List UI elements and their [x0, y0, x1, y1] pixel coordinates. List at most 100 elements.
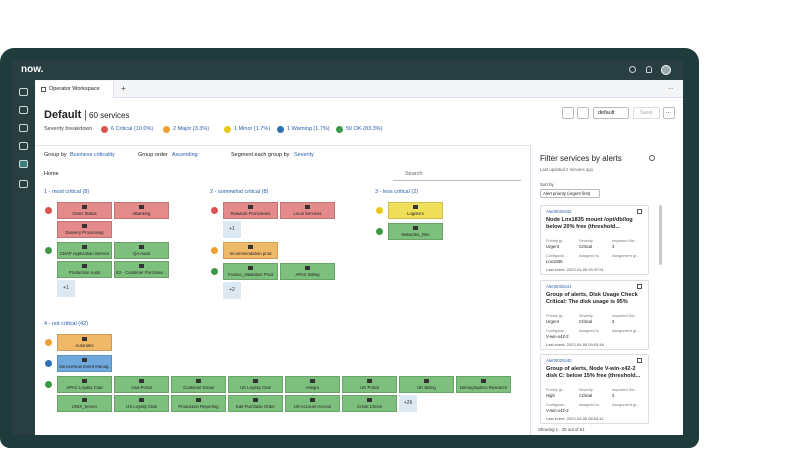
tile-label[interactable]: UK Loyalty Club [240, 386, 271, 390]
alert-card[interactable] [540, 280, 649, 350]
service-tile[interactable] [57, 376, 112, 393]
tile-label[interactable]: Production Reporting [178, 405, 219, 409]
filter-button[interactable] [577, 107, 589, 119]
service-tile[interactable] [114, 202, 169, 219]
group-label[interactable]: 4 - not critical (42) [44, 321, 89, 327]
more-tile[interactable] [57, 280, 75, 297]
sidebar-icon[interactable] [19, 124, 28, 132]
tile-label[interactable]: Networks_Dev [401, 233, 430, 237]
tile-label[interactable]: Production Audit [68, 271, 101, 275]
tile-label[interactable]: Invoice_Validation Prod [228, 273, 273, 277]
search-box[interactable] [393, 169, 521, 181]
more-button[interactable] [663, 107, 675, 119]
service-tile[interactable] [456, 376, 511, 393]
refresh-icon[interactable] [649, 155, 655, 161]
sidebar-icon[interactable] [19, 88, 28, 96]
service-tile[interactable] [57, 242, 112, 259]
service-tile[interactable] [285, 376, 340, 393]
save-label[interactable]: Save [640, 110, 653, 116]
service-tile[interactable] [399, 376, 454, 393]
tile-label[interactable]: QA Audit [133, 252, 150, 256]
service-tile[interactable] [223, 202, 278, 219]
service-tile[interactable] [57, 202, 112, 219]
service-tile[interactable] [388, 223, 443, 240]
open-icon[interactable] [637, 209, 642, 214]
service-tile[interactable] [223, 263, 278, 280]
filter-value[interactable]: Business criticality [70, 152, 115, 158]
tile-label[interactable]: Customer Email [183, 386, 214, 390]
tile-label[interactable]: Asia Portal [131, 386, 152, 390]
tab[interactable] [36, 81, 114, 98]
group-label[interactable]: 1 - most critical (8) [44, 189, 90, 195]
service-tile[interactable] [280, 263, 335, 280]
filter-value[interactable]: Ascending [172, 152, 198, 158]
tile-label[interactable]: US Account Access [293, 405, 332, 409]
alert-id[interactable]: Alert0020440 [546, 358, 572, 363]
more-label[interactable]: +1 [63, 285, 69, 291]
service-tile[interactable] [114, 395, 169, 412]
more-label[interactable]: +1 [229, 226, 235, 232]
view-select[interactable] [593, 107, 629, 119]
tile-label[interactable]: ServiceNow Event Manag... [59, 365, 110, 369]
service-tile[interactable] [285, 395, 340, 412]
service-tile[interactable] [57, 221, 112, 238]
tile-label[interactable]: Allegro [305, 386, 320, 390]
service-tile[interactable] [114, 376, 169, 393]
tile-label[interactable]: Delivery Processing [65, 231, 104, 235]
open-icon[interactable] [637, 358, 642, 363]
tile-label[interactable]: Autorules [75, 344, 94, 348]
save-button[interactable] [633, 107, 660, 119]
breadcrumb[interactable]: Home [44, 171, 59, 177]
avatar[interactable] [661, 65, 671, 75]
sidebar-icon[interactable] [19, 106, 28, 114]
more-label[interactable]: ... [666, 109, 672, 115]
sidebar-icon[interactable] [19, 142, 28, 150]
search-placeholder[interactable]: Search [405, 171, 423, 177]
service-tile[interactable] [171, 376, 226, 393]
tile-label[interactable]: Local Services [293, 212, 322, 216]
more-tile[interactable] [223, 282, 241, 299]
tile-label[interactable]: Credit Check [357, 405, 382, 409]
more-tile[interactable] [223, 221, 241, 238]
new-tab[interactable]: + [121, 84, 126, 93]
service-tile[interactable] [57, 395, 112, 412]
sidebar-icon[interactable] [19, 160, 28, 168]
group-label[interactable]: 3 - less critical (2) [375, 189, 419, 195]
settings-button[interactable] [562, 107, 574, 119]
alert-card[interactable] [540, 205, 649, 275]
severity-item[interactable]: 6 Critical (10.0%) [111, 126, 154, 132]
service-tile[interactable] [388, 202, 443, 219]
service-tile[interactable] [57, 261, 112, 278]
tile-label[interactable]: Rewards Promotions [230, 212, 271, 216]
service-tile[interactable] [171, 395, 226, 412]
tile-label[interactable]: Logistics [407, 212, 424, 216]
tile-label[interactable]: US Loyalty Club [126, 405, 157, 409]
severity-item[interactable]: 1 Minor (1.7%) [234, 126, 271, 132]
more-tile[interactable] [399, 395, 417, 412]
more-label[interactable]: +26 [403, 400, 413, 406]
sort-value[interactable]: Alert priority (urgent first) [543, 190, 591, 196]
tile-label[interactable]: APAC Loyalty Club [66, 386, 103, 390]
tab-more[interactable]: ... [668, 85, 674, 91]
tile-label[interactable]: UNIX_Server [71, 405, 98, 409]
severity-item[interactable]: 50 OK (83.3%) [346, 126, 383, 132]
view-select-label[interactable]: default [598, 110, 615, 116]
tile-label[interactable]: UK Billing [417, 386, 436, 390]
tile-label[interactable]: APAC Billing [295, 273, 320, 277]
tile-label[interactable]: E2 - Customer Purchase ... [116, 271, 167, 275]
open-icon[interactable] [637, 284, 642, 289]
filter-value[interactable]: Severity [294, 152, 314, 158]
tile-label[interactable]: CDAP Application Service [59, 252, 110, 256]
tile-label[interactable]: Demographics Research [459, 386, 508, 390]
tile-label[interactable]: Order Status [72, 212, 97, 216]
service-tile[interactable] [114, 242, 169, 259]
service-tile[interactable] [57, 334, 112, 351]
severity-item[interactable]: 1 Warning (1.7%) [287, 126, 330, 132]
bell-icon[interactable] [646, 66, 652, 73]
service-tile[interactable] [228, 395, 283, 412]
service-tile[interactable] [280, 202, 335, 219]
service-tile[interactable] [57, 355, 112, 372]
alert-id[interactable]: Alert0020441 [546, 284, 572, 289]
group-label[interactable]: 2 - somewhat critical (8) [210, 189, 269, 195]
alert-id[interactable]: Alert0020432 [546, 209, 572, 214]
